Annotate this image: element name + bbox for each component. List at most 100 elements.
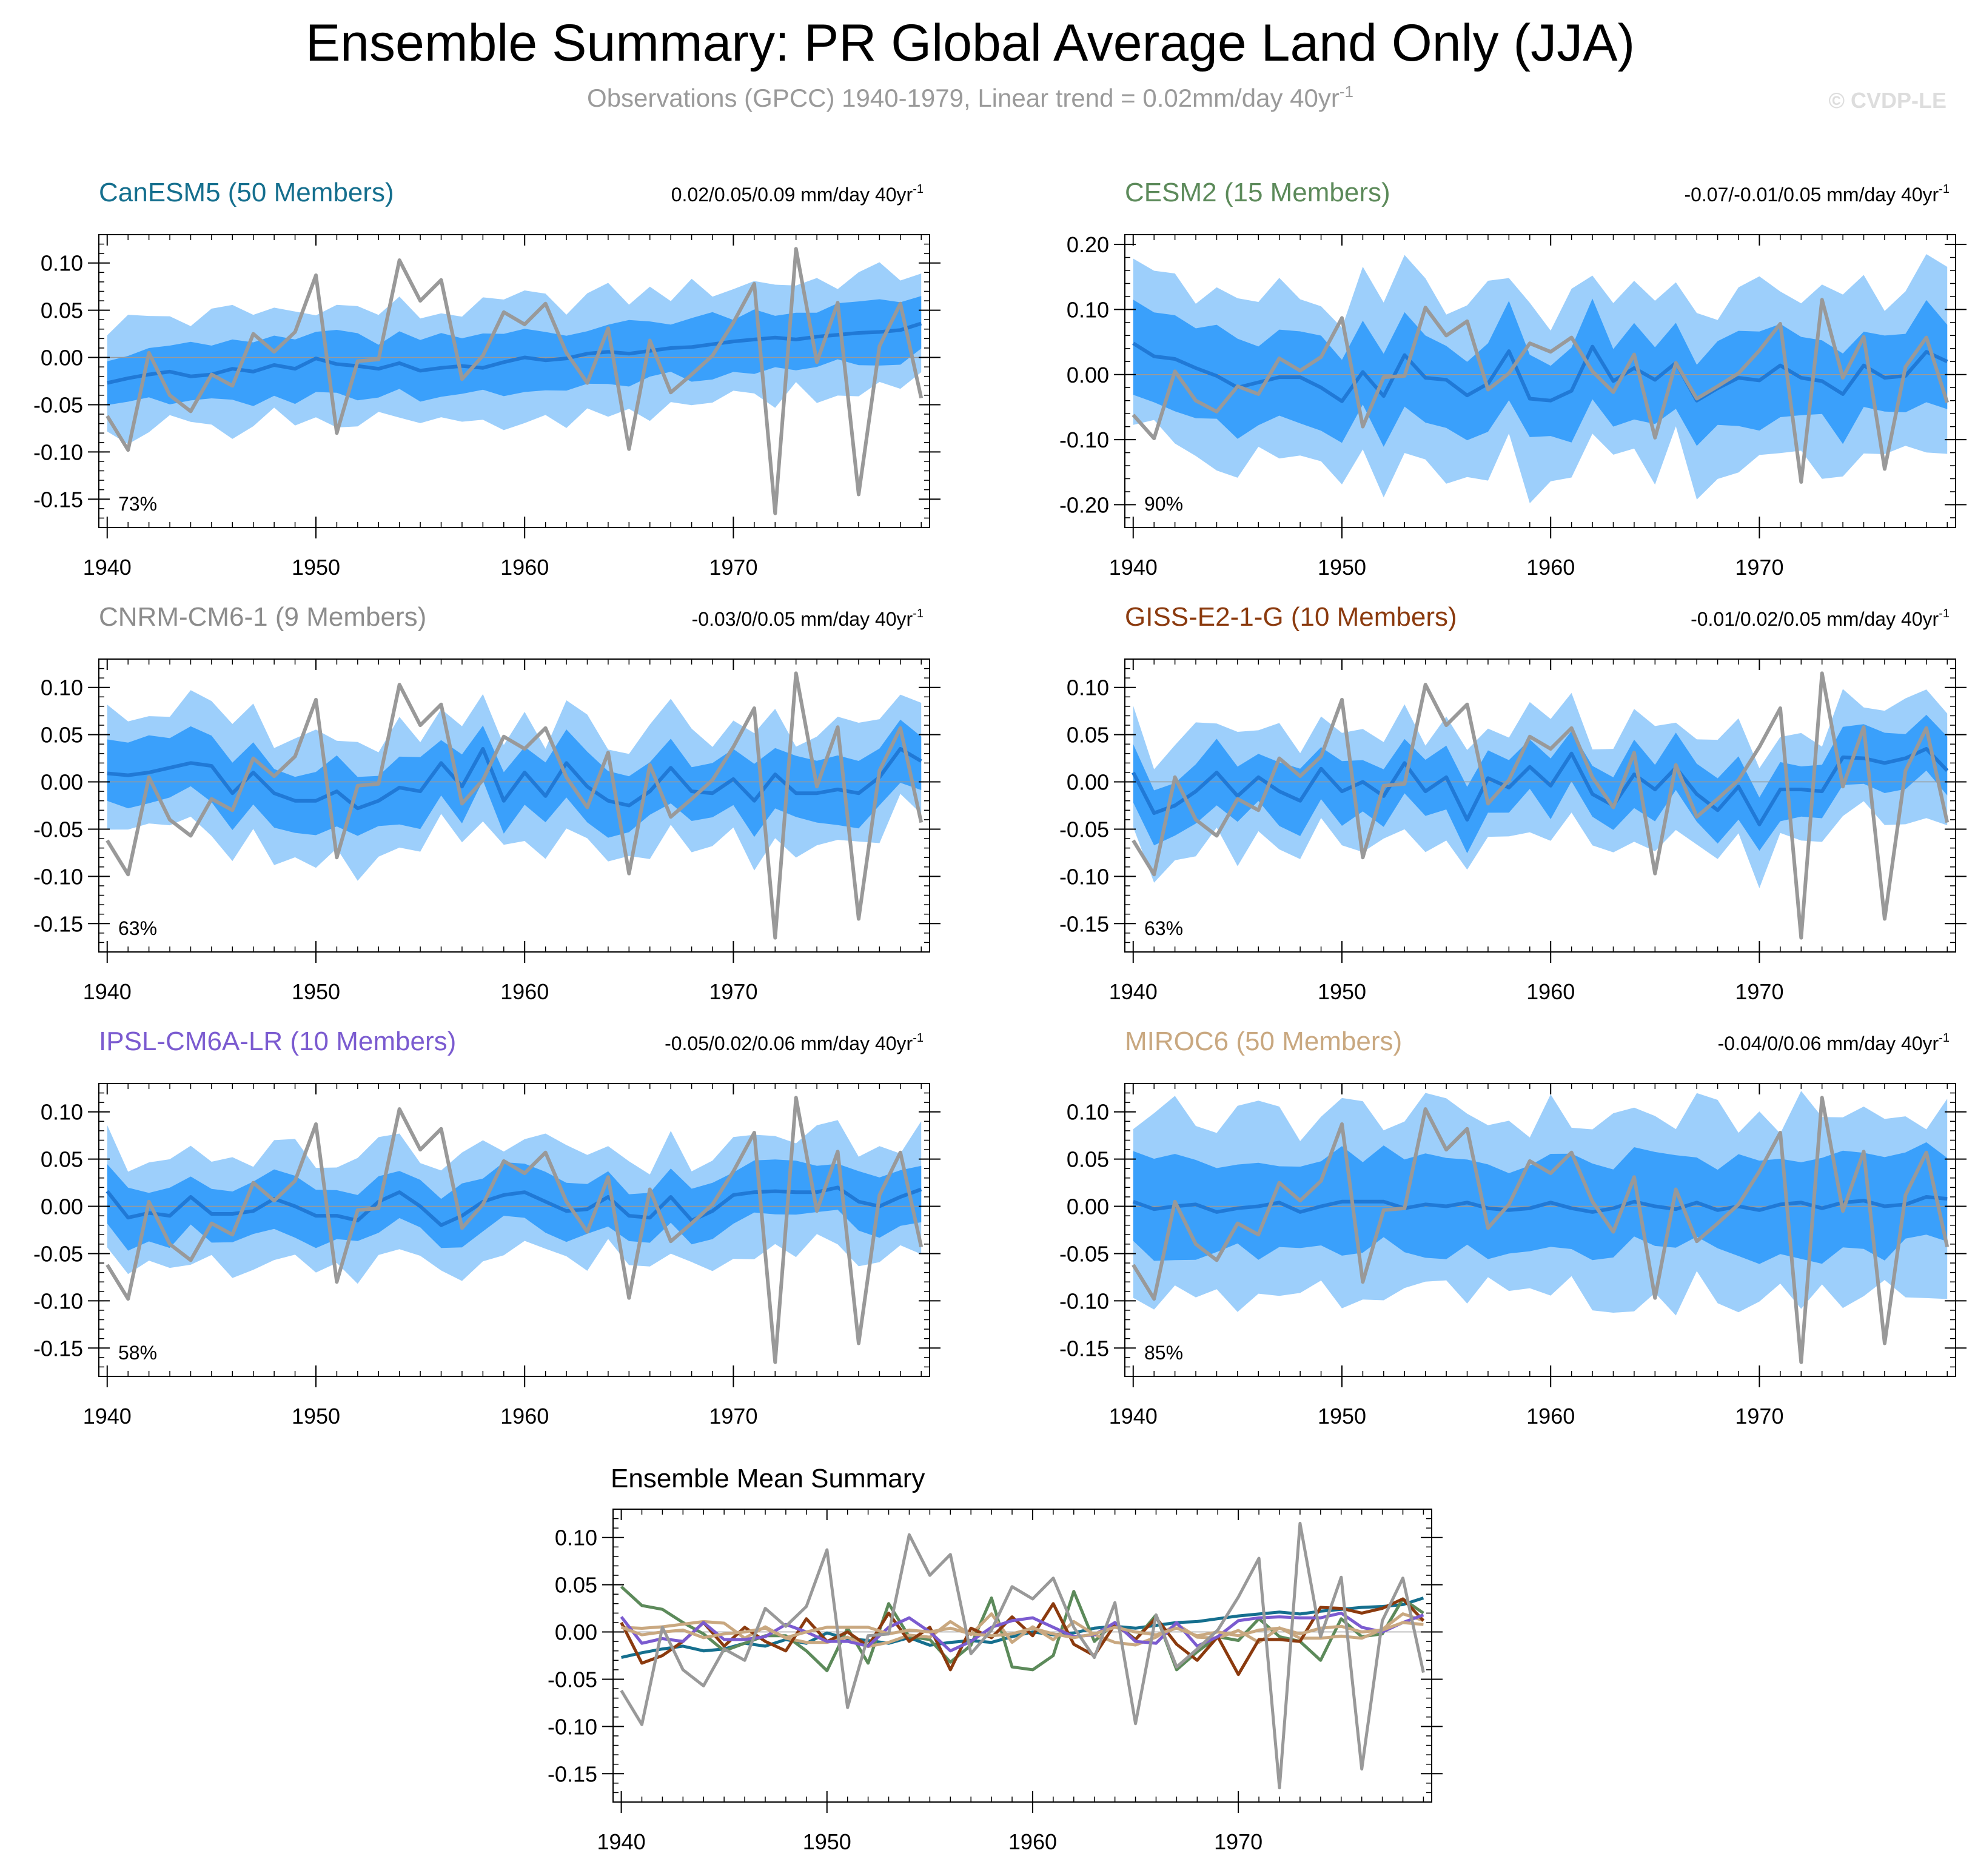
percent-label: 90% — [1144, 493, 1183, 515]
trend-label-sup: -1 — [913, 1031, 924, 1045]
y-tick-label: 0.00 — [41, 770, 83, 795]
panel-1: 0.10 0.05 0.00 -0.05 -0.10 -0.15 1940 1950 1960 1… — [33, 178, 941, 580]
y-tick-label: 0.00 — [1067, 1194, 1109, 1219]
plot-area — [1125, 671, 1956, 940]
observations-line — [1132, 1096, 1950, 1364]
y-tick-label: 0.10 — [41, 1100, 83, 1125]
percent-label: 63% — [1144, 917, 1183, 939]
trend-label: -0.04/0/0.06 mm/day 40yr-1 — [1718, 1031, 1950, 1054]
plot-frame — [1124, 658, 1956, 953]
x-tick-label: 1940 — [83, 555, 132, 580]
y-tick-label: 0.00 — [1067, 770, 1109, 795]
y-tick-label: -0.10 — [548, 1714, 597, 1739]
trend-label: -0.03/0/0.05 mm/day 40yr-1 — [692, 607, 924, 630]
y-tick-label: -0.05 — [1059, 817, 1109, 842]
y-tick-label: 0.20 — [1067, 232, 1109, 257]
x-tick-label: 1960 — [1526, 555, 1575, 580]
y-tick-label: -0.05 — [33, 1241, 83, 1266]
figure-subtitle: Observations (GPCC) 1940-1979, Linear tr… — [587, 82, 1353, 112]
x-tick-label: 1950 — [803, 1829, 851, 1854]
y-tick-label: 0.05 — [41, 298, 83, 323]
x-tick-label: 1960 — [500, 555, 549, 580]
observations-line — [106, 1096, 924, 1364]
y-tick-label: -0.20 — [1059, 492, 1109, 517]
plot-area — [99, 1096, 930, 1364]
trend-label-main: -0.07/-0.01/0.05 mm/day 40yr — [1684, 184, 1939, 206]
y-tick-label: 0.00 — [1067, 363, 1109, 387]
inner-spread-band — [107, 296, 922, 406]
inner-spread-band — [1133, 714, 1948, 854]
figure-subtitle-sup: -1 — [1340, 82, 1353, 101]
y-tick-label: 0.10 — [1067, 1100, 1109, 1125]
y-tick-label: 0.10 — [41, 675, 83, 700]
inner-spread-band — [1133, 298, 1948, 447]
y-tick-label: 0.05 — [555, 1573, 597, 1598]
x-tick-label: 1940 — [83, 979, 132, 1004]
plot-frame — [1124, 1083, 1956, 1377]
panel-title: MIROC6 (50 Members) — [1125, 1027, 1402, 1056]
panel-title: GISS-E2-1-G (10 Members) — [1125, 602, 1457, 632]
plot-area — [99, 671, 930, 940]
plot-frame — [1124, 234, 1956, 528]
y-tick-label: 0.05 — [41, 1147, 83, 1172]
panel-5: 0.10 0.05 0.00 -0.05 -0.10 -0.15 1940 1950 1960 1… — [33, 1027, 941, 1429]
trend-label-main: 0.02/0.05/0.09 mm/day 40yr — [671, 184, 913, 206]
y-tick-label: -0.10 — [33, 440, 83, 464]
y-tick-label: -0.10 — [1059, 427, 1109, 452]
x-tick-label: 1960 — [1008, 1829, 1057, 1854]
plot-area — [613, 1521, 1432, 1790]
y-tick-label: -0.15 — [1059, 911, 1109, 936]
x-tick-label: 1970 — [1735, 979, 1783, 1004]
panel-6: 0.10 0.05 0.00 -0.05 -0.10 -0.15 1940 1950 1960 1… — [1059, 1027, 1967, 1429]
x-tick-label: 1940 — [1109, 1404, 1158, 1429]
x-tick-label: 1970 — [1735, 1404, 1783, 1429]
y-tick-label: -0.05 — [1059, 1241, 1109, 1266]
x-tick-label: 1950 — [1318, 1404, 1366, 1429]
figure-title: Ensemble Summary: PR Global Average Land… — [306, 14, 1635, 72]
x-tick-label: 1960 — [500, 1404, 549, 1429]
x-tick-label: 1950 — [292, 555, 340, 580]
panel-3: 0.10 0.05 0.00 -0.05 -0.10 -0.15 1940 1950 1960 1… — [33, 602, 941, 1004]
y-tick-label: 0.05 — [1067, 723, 1109, 748]
series-line-miroc6 — [620, 1621, 1424, 1640]
x-tick-label: 1960 — [1526, 979, 1575, 1004]
y-tick-label: 0.00 — [555, 1620, 597, 1645]
panel-title: CESM2 (15 Members) — [1125, 178, 1390, 207]
trend-label-main: -0.03/0/0.05 mm/day 40yr — [692, 608, 913, 630]
y-tick-label: -0.15 — [33, 487, 83, 512]
x-tick-label: 1970 — [709, 979, 757, 1004]
panel-title: CanESM5 (50 Members) — [99, 178, 394, 207]
inner-spread-band — [107, 1159, 922, 1251]
trend-label-main: -0.01/0.02/0.05 mm/day 40yr — [1691, 608, 1939, 630]
plot-frame — [98, 234, 930, 528]
panel-title: IPSL-CM6A-LR (10 Members) — [99, 1027, 456, 1056]
observations-line — [1132, 298, 1950, 484]
x-tick-label: 1950 — [1318, 555, 1366, 580]
observations-line — [106, 671, 924, 940]
y-tick-label: 0.10 — [41, 251, 83, 276]
trend-label-sup: -1 — [913, 607, 924, 620]
y-tick-label: -0.10 — [1059, 1288, 1109, 1313]
percent-label: 63% — [118, 917, 157, 939]
y-tick-label: 0.10 — [1067, 297, 1109, 322]
x-tick-label: 1970 — [709, 1404, 757, 1429]
y-tick-label: 0.00 — [41, 346, 83, 370]
panel-2: 0.20 0.10 0.00 -0.10 -0.20 1940 1950 1960 1970 CE… — [1059, 178, 1967, 580]
inner-spread-band — [107, 719, 922, 838]
y-tick-label: -0.05 — [548, 1667, 597, 1692]
y-tick-label: -0.05 — [33, 817, 83, 842]
trend-label-main: -0.04/0/0.06 mm/day 40yr — [1718, 1033, 1939, 1054]
x-tick-label: 1960 — [1526, 1404, 1575, 1429]
observations-line — [1132, 671, 1950, 940]
x-tick-label: 1940 — [83, 1404, 132, 1429]
plot-frame — [612, 1509, 1432, 1803]
trend-label-sup: -1 — [1939, 183, 1950, 196]
series-line-observations — [620, 1521, 1425, 1790]
x-tick-label: 1960 — [500, 979, 549, 1004]
x-tick-label: 1950 — [1318, 979, 1366, 1004]
y-tick-label: 0.05 — [1067, 1147, 1109, 1172]
inner-spread-band — [1133, 1142, 1948, 1264]
trend-label: 0.02/0.05/0.09 mm/day 40yr-1 — [671, 183, 924, 206]
trend-label: -0.01/0.02/0.05 mm/day 40yr-1 — [1691, 607, 1950, 630]
